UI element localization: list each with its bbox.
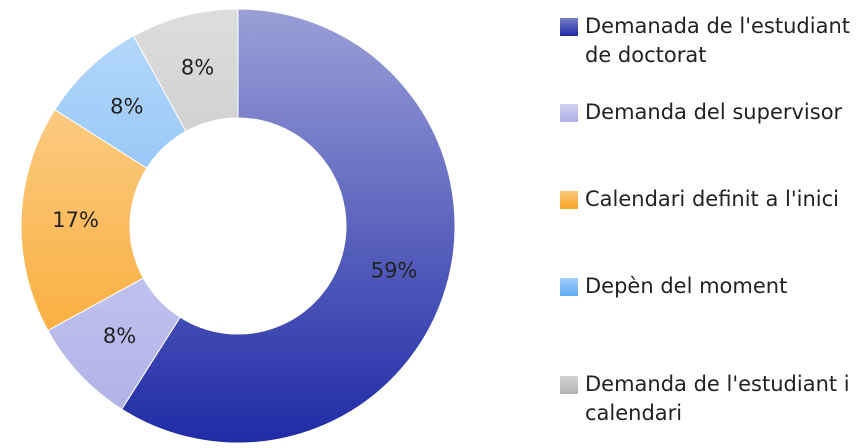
data-label: 17% <box>52 208 99 232</box>
legend-swatch <box>560 18 578 36</box>
data-label: 8% <box>181 56 214 80</box>
data-label: 59% <box>371 258 418 282</box>
legend-label: Demanda del supervisor <box>585 100 843 124</box>
legend-label: Demanada de l'estudiant de doctorat <box>585 14 850 67</box>
legend-label: Calendari definit a l'inici <box>585 187 839 211</box>
data-label: 8% <box>110 95 143 119</box>
data-label: 8% <box>103 324 136 348</box>
legend-swatch <box>560 278 578 296</box>
legend-item: Depèn del moment <box>560 272 860 301</box>
legend-swatch <box>560 191 578 209</box>
legend-item: Demanda de l'estudiant i calendari <box>560 370 860 428</box>
legend-item: Demanada de l'estudiant de doctorat <box>560 12 860 70</box>
legend-swatch <box>560 376 578 394</box>
legend-item: Calendari definit a l'inici <box>560 185 860 214</box>
legend-label: Depèn del moment <box>585 274 788 298</box>
legend-label: Demanda de l'estudiant i calendari <box>585 372 850 425</box>
chart: 59% 8% 17% 8% 8% <box>20 8 456 444</box>
legend-item: Demanda del supervisor <box>560 98 860 127</box>
legend-swatch <box>560 104 578 122</box>
